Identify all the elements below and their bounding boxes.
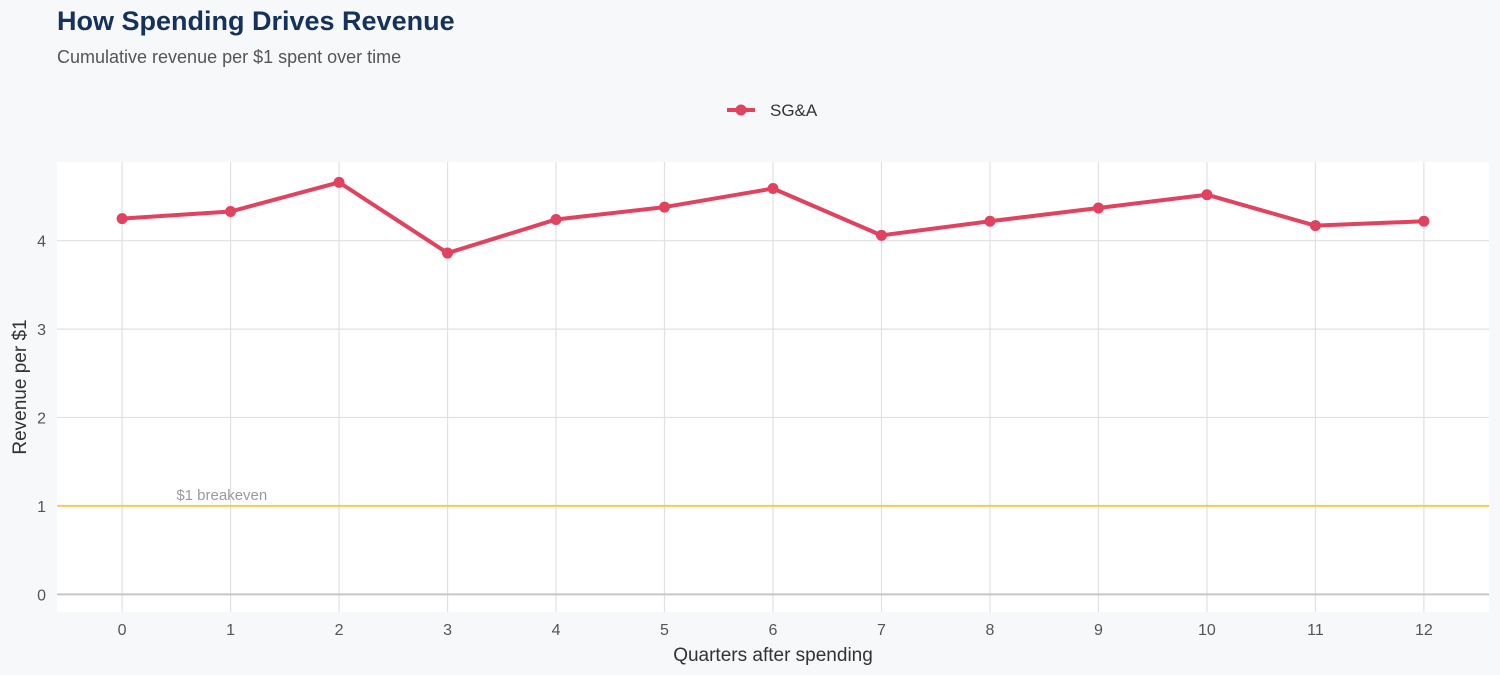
legend: SG&A (727, 101, 818, 120)
y-tick-label: 0 (37, 587, 46, 604)
data-point (1309, 220, 1321, 232)
y-tick-label: 4 (37, 234, 46, 251)
legend-swatch-point (735, 104, 747, 116)
data-point (984, 215, 996, 227)
x-tick-label: 10 (1198, 622, 1216, 639)
chart-subtitle: Cumulative revenue per $1 spent over tim… (57, 47, 402, 67)
x-tick-label: 8 (986, 622, 995, 639)
data-point (659, 201, 671, 213)
x-axis-ticks: 0 1 2 3 4 5 6 7 8 9 10 11 12 (118, 622, 1433, 639)
x-tick-label: 2 (335, 622, 344, 639)
x-tick-label: 9 (1094, 622, 1103, 639)
chart-title: How Spending Drives Revenue (57, 6, 455, 36)
x-tick-label: 3 (443, 622, 452, 639)
x-tick-label: 0 (118, 622, 127, 639)
breakeven-reference: $1 breakeven (57, 487, 1489, 507)
x-tick-label: 7 (877, 622, 886, 639)
x-tick-label: 5 (660, 622, 669, 639)
data-point (875, 229, 887, 241)
data-point (1092, 202, 1104, 214)
data-point (333, 176, 345, 188)
x-axis-label: Quarters after spending (673, 645, 873, 666)
x-tick-label: 6 (769, 622, 778, 639)
data-point (1201, 189, 1213, 201)
data-point (1418, 215, 1430, 227)
data-point (225, 206, 237, 218)
data-point (116, 213, 128, 225)
x-tick-label: 12 (1415, 622, 1433, 639)
data-point (442, 247, 454, 259)
data-point (767, 183, 779, 195)
y-tick-label: 2 (37, 411, 46, 428)
legend-label: SG&A (770, 101, 818, 120)
data-point (550, 213, 562, 225)
y-tick-label: 1 (37, 499, 46, 516)
x-tick-label: 11 (1307, 622, 1324, 639)
x-tick-label: 4 (552, 622, 561, 639)
breakeven-label: $1 breakeven (176, 487, 267, 504)
series-group (116, 176, 1430, 259)
y-axis-label: Revenue per $1 (10, 319, 31, 454)
y-tick-label: 3 (37, 322, 46, 339)
x-tick-label: 1 (226, 622, 235, 639)
y-axis-ticks: 0 1 2 3 4 (37, 234, 46, 605)
